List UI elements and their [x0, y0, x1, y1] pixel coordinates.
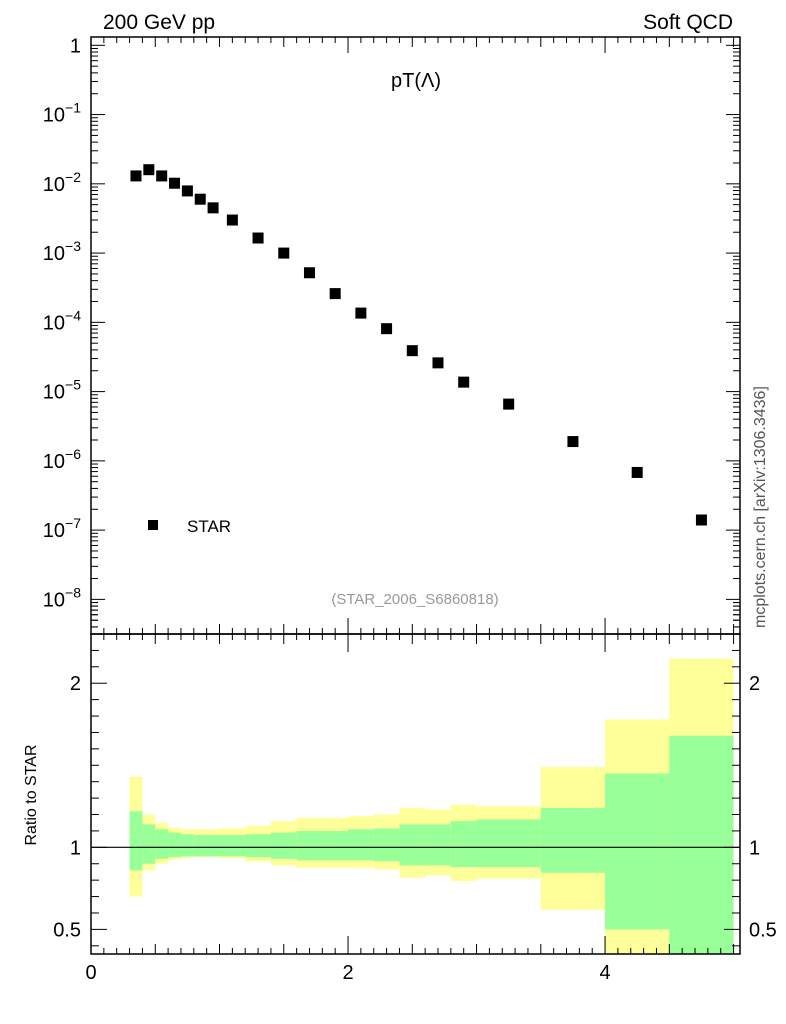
ratio-axes: 0.5 0.5 1 1 2 2 0 2 4 — [53, 634, 777, 984]
stat-band-bin — [373, 828, 400, 862]
x-tick-label: 2 — [342, 962, 353, 984]
stat-band-bin — [193, 835, 207, 857]
data-point — [181, 185, 193, 197]
stat-band-bin — [399, 824, 426, 866]
ratio-y-tick-label-right: 2 — [749, 673, 760, 695]
stat-band-bin — [206, 835, 220, 857]
y-tick-label: 10−7 — [43, 515, 81, 542]
y-tick-label: 10−6 — [43, 446, 81, 473]
data-point — [226, 214, 238, 226]
data-point — [432, 357, 444, 369]
ratio-y-tick-label-right: 1 — [749, 837, 760, 859]
legend-marker — [148, 520, 158, 530]
stat-band-bin — [270, 832, 297, 859]
data-point — [329, 288, 341, 300]
x-tick-label: 0 — [85, 962, 96, 984]
stat-band-bin — [129, 811, 143, 871]
star-data-points — [130, 164, 707, 526]
stat-band-bin — [219, 835, 246, 857]
side-source-label: mcplots.cern.ch [arXiv:1306.3436] — [752, 386, 769, 628]
data-point — [207, 202, 219, 214]
stat-band-bin — [245, 834, 271, 858]
y-tick-label: 10−8 — [43, 584, 81, 611]
data-point — [194, 193, 206, 205]
y-tick-label: 10−5 — [43, 377, 81, 404]
main-frame — [90, 36, 741, 635]
stat-band-bin — [142, 824, 156, 864]
data-point — [252, 232, 264, 244]
ratio-y-axis-label: Ratio to STAR — [23, 744, 40, 845]
legend-label: STAR — [187, 517, 231, 536]
y-tick-label: 1 — [70, 35, 81, 57]
header-process-label: Soft QCD — [643, 11, 733, 34]
data-point — [695, 514, 707, 526]
ratio-uncertainty-bands — [129, 658, 734, 954]
main-plot-title: pT(Λ) — [391, 70, 441, 92]
data-point — [156, 170, 168, 182]
stat-band-bin — [605, 773, 670, 930]
stat-band-bin — [322, 830, 349, 861]
data-point — [503, 398, 515, 410]
stat-band-bin — [425, 824, 451, 866]
stat-band-bin — [669, 735, 734, 954]
y-tick-label: 10−3 — [43, 238, 81, 265]
data-point — [169, 177, 181, 189]
ratio-plot-panel: 0.5 0.5 1 1 2 2 0 2 4 Ratio to STAR — [23, 633, 777, 984]
data-point — [458, 376, 470, 388]
ratio-y-tick-label: 0.5 — [53, 919, 81, 941]
data-point — [303, 267, 315, 279]
analysis-tag: (STAR_2006_S6860818) — [331, 591, 498, 608]
data-point — [381, 323, 393, 335]
stat-band-bin — [540, 807, 606, 873]
data-point — [355, 307, 367, 319]
data-point — [631, 466, 643, 478]
stat-band-bin — [155, 829, 169, 859]
stat-band-bin — [180, 834, 194, 857]
legend: STAR — [148, 517, 231, 536]
x-tick-label: 4 — [599, 962, 610, 984]
ratio-y-tick-label: 1 — [70, 837, 81, 859]
y-tick-label: 10−2 — [43, 169, 81, 196]
main-plot-panel: pT(Λ) (STAR_2006_S6860818) 1 10−1 10−2 10−3… — [43, 35, 741, 635]
ratio-y-tick-label: 2 — [70, 673, 81, 695]
header-collision-label: 200 GeV pp — [103, 11, 215, 34]
data-point — [130, 170, 142, 182]
stat-band-bin — [476, 819, 541, 868]
ratio-frame — [90, 633, 741, 955]
data-point — [143, 164, 155, 176]
stat-band-bin — [348, 829, 374, 861]
y-tick-label: 10−1 — [43, 100, 81, 127]
main-axes: 1 10−1 10−2 10−3 10−4 10−5 10−6 10−7 10−8 — [43, 35, 740, 634]
ratio-y-tick-label-right: 0.5 — [749, 919, 777, 941]
stat-band-bin — [296, 830, 323, 861]
data-point — [406, 345, 418, 357]
stat-band-bin — [168, 832, 181, 858]
stat-band-bin — [450, 821, 477, 868]
data-point — [278, 247, 290, 259]
data-point — [567, 436, 579, 448]
y-tick-label: 10−4 — [43, 307, 81, 334]
